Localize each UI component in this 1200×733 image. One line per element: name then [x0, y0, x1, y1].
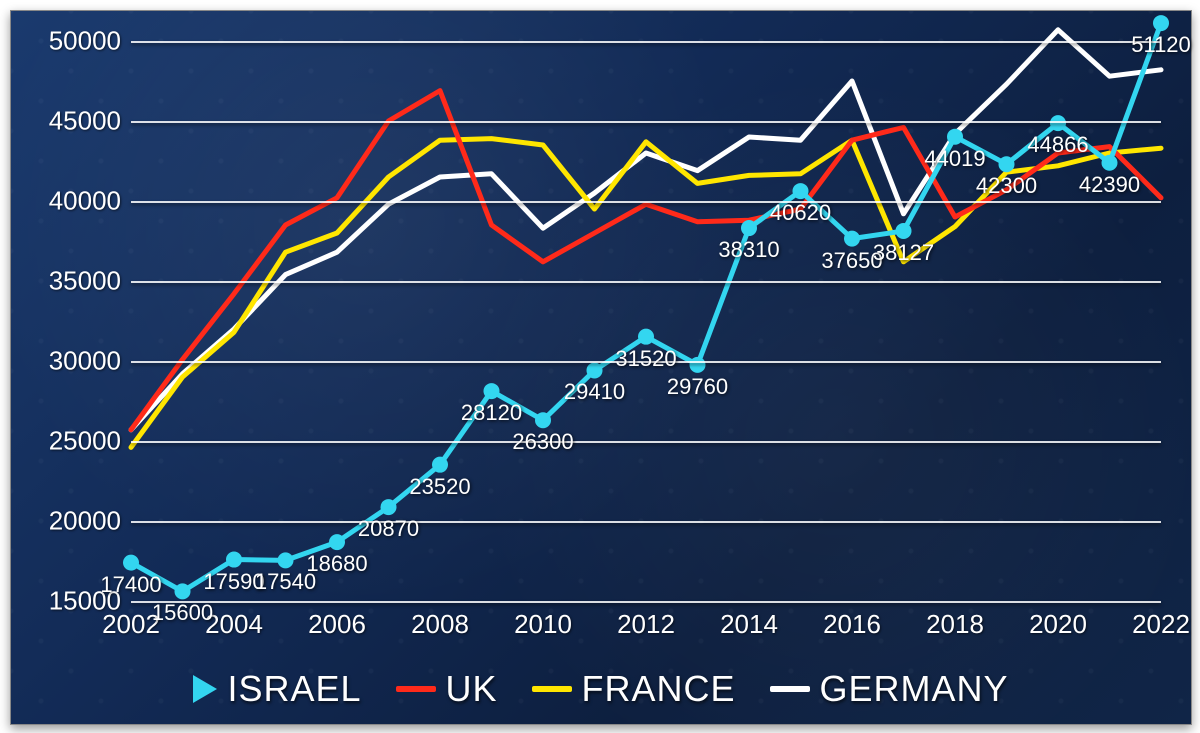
series-marker: [1153, 15, 1169, 31]
x-axis-tick-label: 2008: [411, 601, 469, 640]
x-axis-tick-label: 2006: [308, 601, 366, 640]
legend-marker-line-icon: [396, 686, 436, 692]
gridline: [131, 41, 1161, 43]
series-marker: [587, 362, 603, 378]
series-marker: [432, 457, 448, 473]
plot-area: 1500020000250003000035000400004500050000…: [131, 41, 1161, 601]
series-marker: [278, 552, 294, 568]
x-axis-tick-label: 2012: [617, 601, 675, 640]
series-marker: [175, 583, 191, 599]
legend-marker-line-icon: [770, 686, 810, 692]
series-marker: [844, 231, 860, 247]
legend-item-france: FRANCE: [532, 668, 736, 710]
y-axis-tick-label: 35000: [49, 266, 131, 297]
legend: ISRAEL UK FRANCE GERMANY: [11, 668, 1191, 710]
series-line: [131, 23, 1161, 591]
x-axis-tick-label: 2014: [720, 601, 778, 640]
y-axis-tick-label: 50000: [49, 26, 131, 57]
y-axis-tick-label: 25000: [49, 426, 131, 457]
series-marker: [123, 555, 139, 571]
x-axis-tick-label: 2004: [205, 601, 263, 640]
legend-label: GERMANY: [820, 668, 1009, 710]
y-axis-tick-label: 45000: [49, 106, 131, 137]
legend-label: FRANCE: [582, 668, 736, 710]
series-marker: [381, 499, 397, 515]
legend-item-germany: GERMANY: [770, 668, 1009, 710]
x-axis-tick-label: 2022: [1132, 601, 1190, 640]
series-marker: [741, 220, 757, 236]
gridline: [131, 441, 1161, 443]
gridline: [131, 201, 1161, 203]
series-marker: [329, 534, 345, 550]
x-axis-tick-label: 2016: [823, 601, 881, 640]
legend-item-uk: UK: [396, 668, 498, 710]
series-marker: [947, 129, 963, 145]
series-marker: [535, 412, 551, 428]
y-axis-tick-label: 20000: [49, 506, 131, 537]
series-marker: [638, 329, 654, 345]
x-axis-tick-label: 2010: [514, 601, 572, 640]
x-axis-tick-label: 2020: [1029, 601, 1087, 640]
series-line: [131, 30, 1161, 430]
x-axis-tick-label: 2002: [102, 601, 160, 640]
x-axis-tick-label: 2018: [926, 601, 984, 640]
legend-item-israel: ISRAEL: [193, 668, 361, 710]
y-axis-tick-label: 40000: [49, 186, 131, 217]
chart-frame: 1500020000250003000035000400004500050000…: [10, 10, 1192, 725]
series-marker: [1102, 155, 1118, 171]
series-marker: [226, 552, 242, 568]
line-layer: [131, 41, 1161, 601]
gridline: [131, 281, 1161, 283]
legend-label: ISRAEL: [227, 668, 361, 710]
series-marker: [484, 383, 500, 399]
series-marker: [896, 223, 912, 239]
series-marker: [1050, 115, 1066, 131]
gridline: [131, 361, 1161, 363]
legend-marker-triangle-icon: [193, 675, 217, 703]
series-marker: [793, 183, 809, 199]
legend-label: UK: [446, 668, 498, 710]
gridline: [131, 521, 1161, 523]
y-axis-tick-label: 30000: [49, 346, 131, 377]
series-marker: [690, 357, 706, 373]
series-marker: [999, 156, 1015, 172]
gridline: [131, 121, 1161, 123]
data-point-label: 15600: [152, 600, 213, 626]
series-line: [131, 139, 1161, 448]
legend-marker-line-icon: [532, 686, 572, 692]
